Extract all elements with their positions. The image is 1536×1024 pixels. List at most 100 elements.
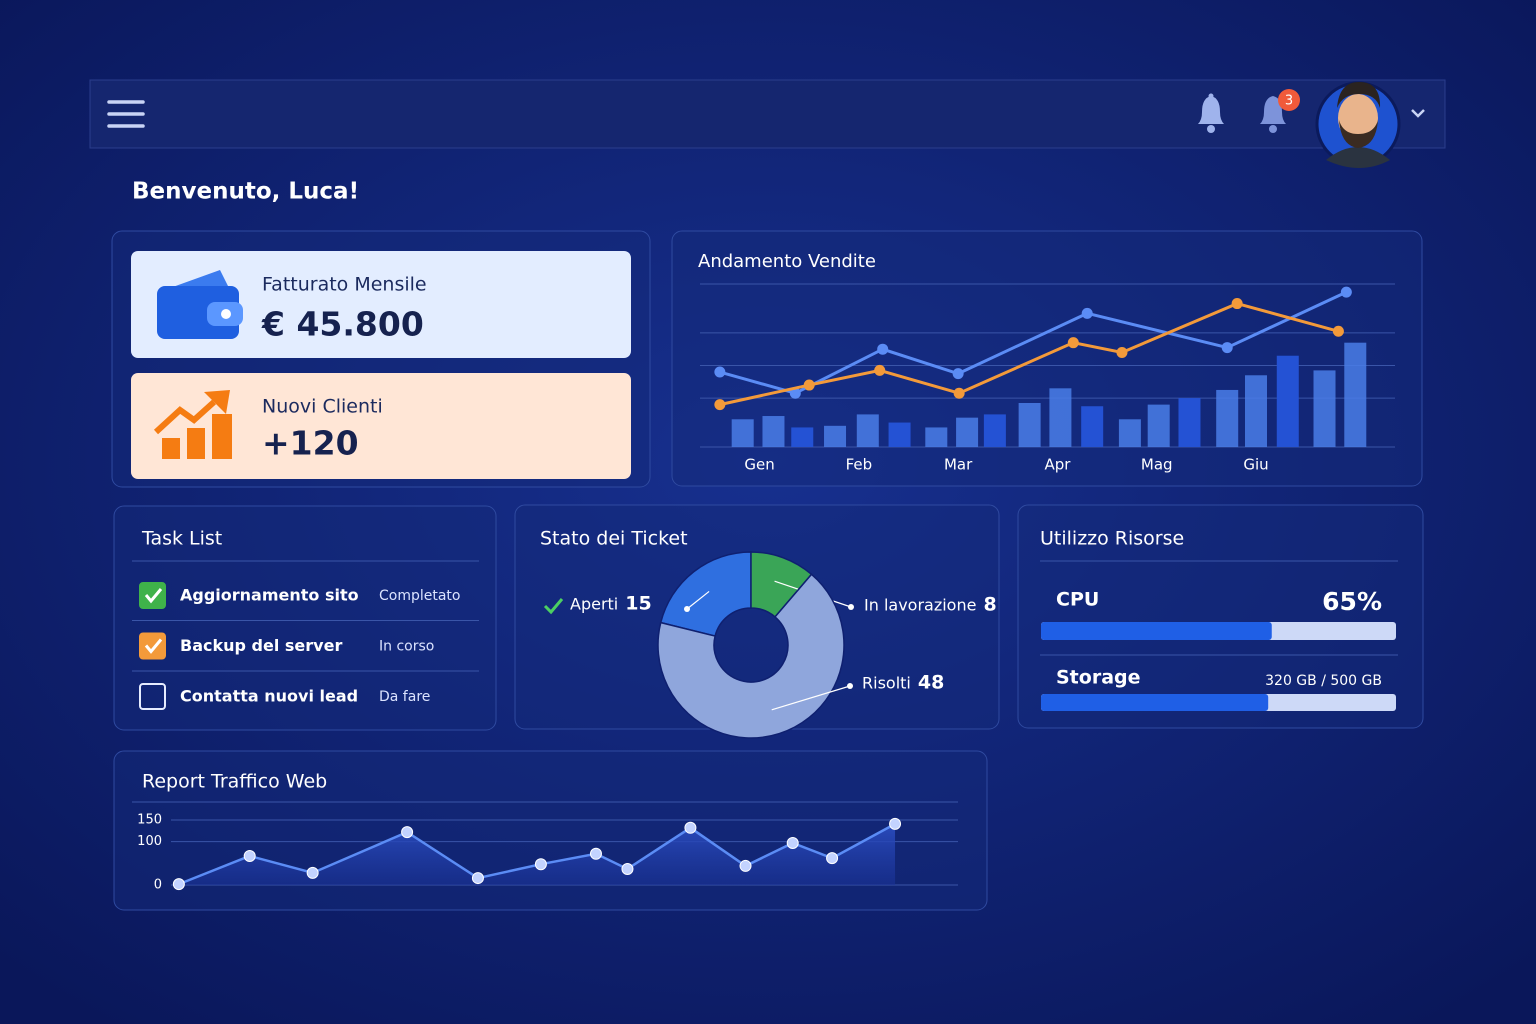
checkbox[interactable] [139, 582, 166, 609]
point [1332, 325, 1344, 337]
area [178, 823, 896, 885]
resource-name: Storage [1056, 667, 1141, 689]
progress-bar [1041, 622, 1272, 640]
badge [1278, 89, 1300, 111]
x-tick-label: Feb [846, 456, 873, 474]
checkbox[interactable] [139, 632, 166, 660]
growth-icon [153, 390, 232, 459]
bar [1118, 419, 1141, 447]
greeting: Benvenuto, Luca! [132, 179, 359, 205]
point [1081, 307, 1093, 319]
x-tick-label: Apr [1044, 456, 1071, 474]
bar [1344, 342, 1367, 447]
bar [983, 414, 1006, 447]
point [1231, 298, 1243, 310]
bar [762, 416, 785, 447]
point [401, 826, 414, 839]
wallet-icon [157, 270, 243, 339]
bar [1216, 389, 1239, 447]
bar [1018, 402, 1041, 447]
point [1067, 337, 1079, 349]
point [471, 872, 484, 885]
bar [925, 427, 948, 447]
leader-dot [848, 604, 854, 610]
slice [657, 573, 845, 739]
slice-value: 48 [918, 672, 944, 694]
kpi-label: Nuovi Clienti [262, 396, 383, 418]
x-tick-label: Gen [744, 456, 774, 474]
menu-button[interactable] [107, 100, 145, 128]
point [953, 387, 965, 399]
y-tick-label: 100 [137, 834, 162, 849]
point [306, 866, 319, 879]
check-icon [144, 588, 163, 604]
point [172, 878, 185, 891]
bar [1313, 370, 1336, 447]
progress-bar [1041, 694, 1269, 711]
leader-line [686, 590, 710, 610]
bar [824, 425, 847, 447]
bell-icon[interactable] [1198, 93, 1224, 134]
point [621, 862, 634, 875]
point [826, 852, 839, 865]
point [1116, 346, 1128, 358]
point [739, 859, 752, 872]
bar [888, 422, 911, 447]
point [877, 343, 889, 355]
slice-label: In lavorazione [864, 596, 976, 615]
point [889, 817, 902, 830]
check-icon [543, 598, 564, 615]
bar [956, 417, 979, 447]
y-tick-label: 150 [137, 813, 162, 828]
point [952, 368, 964, 380]
point [1340, 286, 1352, 298]
bar [1147, 404, 1170, 447]
bar [1178, 398, 1201, 447]
bar [1049, 388, 1072, 447]
slice-label: Aperti [570, 595, 618, 614]
kpi-value: € 45.800 [261, 305, 424, 344]
bar [1276, 355, 1299, 447]
point [684, 821, 697, 834]
task-name: Aggiornamento sito [180, 586, 359, 605]
point [714, 366, 726, 378]
kpi-box [131, 373, 631, 479]
task-name: Backup del server [180, 636, 342, 655]
leader-dot [847, 683, 853, 689]
point [589, 847, 602, 860]
point [243, 849, 256, 862]
slice-label: Risolti [862, 674, 911, 693]
badge-count: 3 [1285, 94, 1293, 109]
bar [791, 427, 814, 447]
resource-name: CPU [1056, 589, 1099, 611]
task-status: In corso [379, 639, 434, 655]
kpi-box [131, 251, 631, 358]
bar [1245, 375, 1267, 447]
resource-value: 320 GB / 500 GB [1265, 673, 1382, 689]
bar [1081, 406, 1104, 447]
leader-dot [684, 606, 690, 612]
avatar[interactable] [1315, 81, 1401, 168]
x-tick-label: Giu [1243, 456, 1268, 474]
kpi-value: +120 [262, 424, 359, 463]
bar [731, 419, 754, 447]
x-tick-label: Mar [944, 456, 973, 474]
point [786, 836, 799, 849]
card-title: Task List [141, 528, 222, 550]
y-tick-label: 0 [154, 878, 162, 893]
chevron[interactable] [1411, 109, 1425, 118]
point [534, 858, 547, 871]
check-icon [144, 638, 163, 654]
point [874, 364, 886, 376]
line [719, 301, 1339, 407]
point [789, 387, 801, 399]
point [1221, 342, 1233, 354]
checkbox[interactable] [139, 683, 166, 710]
resource-value: 65% [1322, 587, 1382, 616]
task-name: Contatta nuovi lead [180, 687, 358, 706]
chart-title: Stato dei Ticket [540, 528, 688, 550]
slice-value: 8 [983, 594, 996, 616]
card-title: Utilizzo Risorse [1040, 528, 1184, 550]
